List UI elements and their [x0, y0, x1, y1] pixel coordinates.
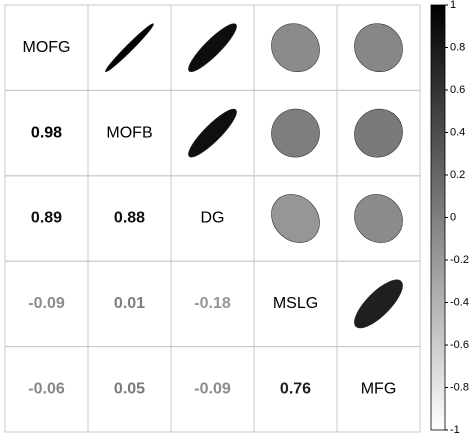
correlation-ellipse — [271, 194, 320, 243]
colorbar-tick-label: -0.4 — [450, 296, 469, 308]
correlation-label: -0.06 — [28, 381, 65, 398]
colorbar-tick-label: 0.2 — [450, 169, 465, 181]
correlation-label: 0.05 — [114, 381, 145, 398]
correlation-label: 0.76 — [280, 381, 311, 398]
colorbar-tick-label: 1 — [450, 0, 456, 11]
correlation-ellipse — [188, 108, 237, 158]
colorbar-tick-label: 0.4 — [450, 126, 465, 138]
correlation-ellipse — [354, 108, 403, 158]
correlation-ellipse — [271, 23, 320, 73]
colorbar-tick-label: -1 — [450, 424, 460, 436]
correlation-ellipse — [105, 23, 154, 73]
correlation-label: -0.18 — [194, 295, 231, 312]
correlation-ellipse — [354, 23, 403, 73]
correlation-label: 0.01 — [114, 295, 145, 312]
colorbar-tick-label: 0.6 — [450, 84, 465, 96]
correlation-label: 0.88 — [114, 210, 145, 227]
colorbar-tick-label: -0.2 — [450, 254, 469, 266]
correlation-ellipse — [188, 23, 237, 73]
variable-label: MOFG — [23, 39, 71, 56]
correlation-label: -0.09 — [28, 295, 65, 312]
colorbar — [430, 4, 446, 431]
variable-label: MOFB — [106, 124, 152, 141]
colorbar-tick-label: 0.8 — [450, 41, 465, 53]
colorbar-tick-label: -0.6 — [450, 339, 469, 351]
variable-label: DG — [201, 210, 225, 227]
correlation-label: 0.89 — [31, 210, 62, 227]
correlation-label: -0.09 — [194, 381, 231, 398]
variable-label: MFG — [361, 381, 397, 398]
correlation-label: 0.98 — [31, 124, 62, 141]
variable-label: MSLG — [273, 295, 318, 312]
correlation-ellipse — [271, 108, 320, 158]
colorbar-tick-label: -0.8 — [450, 381, 469, 393]
correlation-ellipse — [354, 194, 403, 243]
cell — [336, 346, 421, 433]
colorbar-tick-label: 0 — [450, 211, 456, 223]
correlation-ellipse — [354, 279, 403, 329]
